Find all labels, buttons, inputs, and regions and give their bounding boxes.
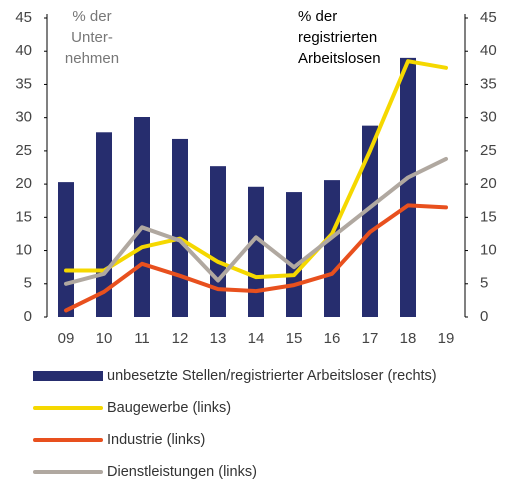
bar (58, 182, 74, 317)
x-tick-label: 12 (172, 330, 189, 347)
x-tick-label: 10 (96, 330, 113, 347)
y-tick-label: 35 (15, 75, 32, 92)
y2-tick-label: 10 (480, 242, 497, 259)
y2-tick-label: 5 (480, 275, 488, 292)
y-tick-label: 20 (15, 175, 32, 192)
bar (210, 166, 226, 317)
y-tick-label: 25 (15, 142, 32, 159)
y-tick-label: 0 (24, 308, 32, 325)
y2-tick-label: 35 (480, 75, 497, 92)
y2-tick-label: 40 (480, 42, 497, 59)
y-tick-label: 40 (15, 42, 32, 59)
y-tick-label: 5 (24, 275, 32, 292)
bar (172, 138, 188, 317)
x-tick-label: 16 (324, 330, 341, 347)
line (64, 59, 448, 280)
y-tick-label: 10 (15, 242, 32, 259)
x-tick-label: 14 (248, 330, 265, 347)
y-tick-label: 45 (15, 9, 32, 26)
x-tick-label: 09 (58, 330, 75, 347)
bar (286, 192, 302, 317)
x-tick-label: 18 (400, 330, 417, 347)
y2-tick-label: 30 (480, 109, 497, 126)
annotation: % der (72, 8, 111, 25)
x-tick-label: 13 (210, 330, 227, 347)
bar (134, 117, 150, 317)
y-tick-label: 15 (15, 208, 32, 225)
y2-tick-label: 25 (480, 142, 497, 159)
x-tick-label: 19 (438, 330, 455, 347)
x-tick-label: 17 (362, 330, 379, 347)
legend-label: unbesetzte Stellen/registrierter Arbeits… (107, 368, 437, 384)
y2-tick-label: 20 (480, 175, 497, 192)
legend-label: Industrie (links) (107, 432, 205, 448)
bar (400, 57, 416, 317)
annotation: % der (298, 8, 337, 25)
y2-tick-label: 0 (480, 308, 488, 325)
x-tick-label: 15 (286, 330, 303, 347)
annotation: Unter- (71, 29, 113, 46)
legend-label: Baugewerbe (links) (107, 400, 231, 416)
line (64, 203, 448, 313)
y2-tick-label: 15 (480, 208, 497, 225)
bar (248, 186, 264, 317)
y-tick-label: 30 (15, 109, 32, 126)
line (64, 156, 448, 286)
bar (324, 180, 340, 317)
legend-label: Dienstleistungen (links) (107, 464, 257, 480)
y2-tick-label: 45 (480, 9, 497, 26)
annotation: nehmen (65, 50, 119, 67)
annotation: registrierten (298, 29, 377, 46)
bar (362, 125, 378, 317)
x-tick-label: 11 (134, 330, 150, 347)
annotation: Arbeitslosen (298, 50, 381, 67)
legend-swatch (33, 371, 103, 381)
